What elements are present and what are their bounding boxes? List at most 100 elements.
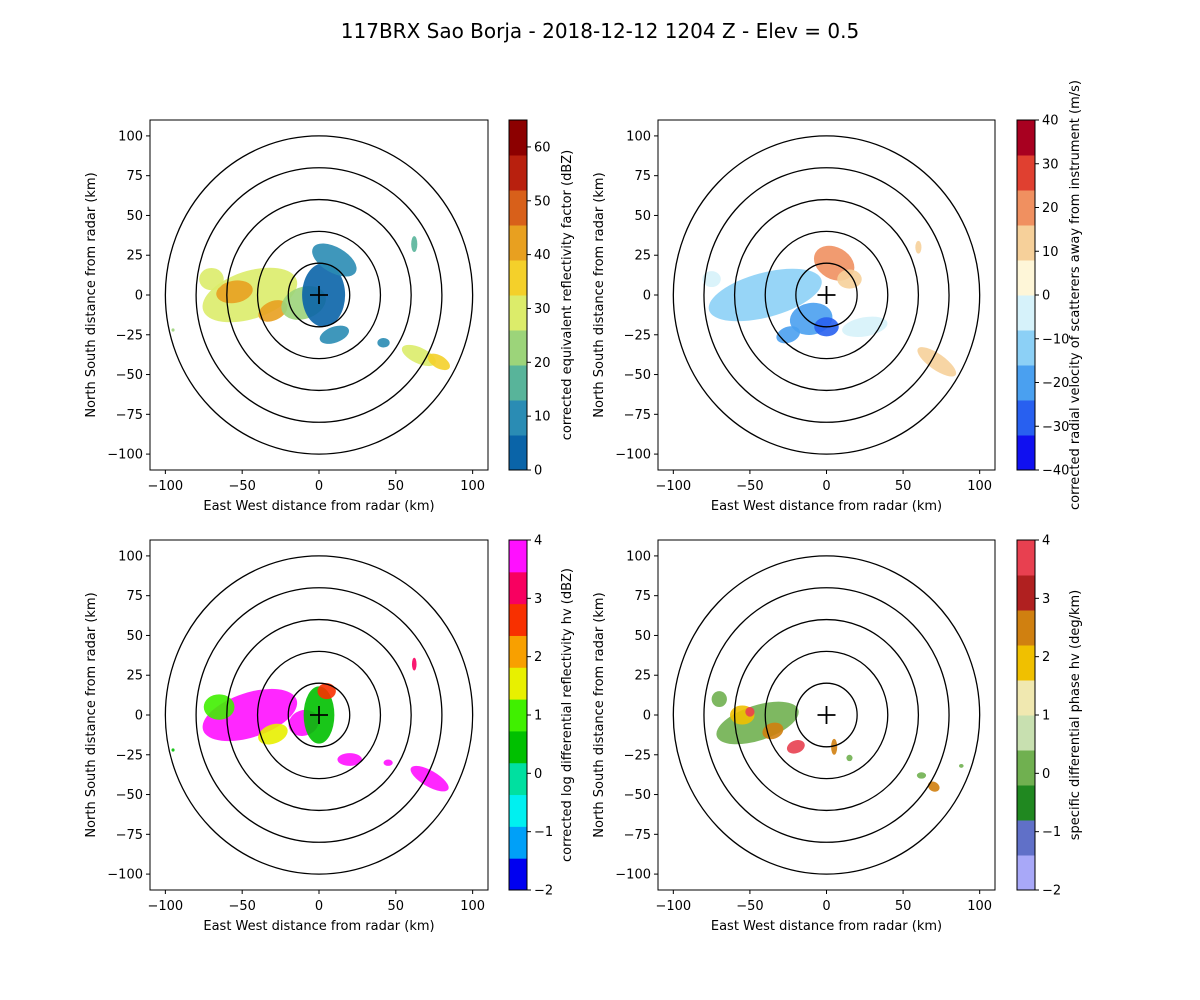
y-tick-label: −75 (116, 408, 143, 423)
colorbar-segment (509, 571, 527, 605)
colorbar-tick-label: 10 (534, 410, 551, 425)
colorbar-segment (1017, 715, 1035, 751)
echo-region (411, 236, 418, 253)
x-tick-label: −50 (228, 899, 255, 914)
echo-region (337, 753, 363, 766)
colorbar-tick-label: 0 (534, 464, 542, 479)
colorbar-segment (509, 826, 527, 859)
y-tick-label: 50 (126, 629, 143, 644)
y-tick-label: 75 (634, 589, 651, 604)
colorbar-tick-label: 20 (1042, 201, 1059, 216)
colorbar-tick-label: 50 (534, 194, 551, 209)
x-tick-label: 0 (822, 899, 830, 914)
plot-area (672, 135, 981, 455)
y-tick-label: 0 (643, 289, 651, 304)
colorbar-segment (1017, 120, 1035, 156)
panel-specific_differential_phase: −100 −50 0 50 100 −100 −75 −50 −25 0 25 50 75 100 East… (592, 534, 1083, 935)
colorbar-segment (1017, 680, 1035, 716)
echo-region (171, 748, 175, 752)
x-tick-label: 50 (388, 899, 405, 914)
colorbar-tick-label: 30 (1042, 157, 1059, 172)
echo-region (427, 353, 450, 371)
y-tick-label: 100 (118, 549, 143, 564)
colorbar-tick-label: −2 (1042, 884, 1061, 899)
colorbar-segment (509, 603, 527, 636)
range-ring (703, 167, 950, 423)
range-ring (795, 262, 858, 328)
colorbar-segment (509, 330, 527, 366)
echo-region (319, 325, 350, 344)
y-tick-label: −100 (615, 868, 651, 883)
y-tick-label: −75 (116, 828, 143, 843)
range-ring (672, 555, 981, 875)
echo-region (786, 740, 805, 754)
echo-region (216, 280, 253, 304)
colorbar-tick-label: 4 (534, 534, 542, 549)
colorbar-tick-label: −20 (1042, 376, 1069, 391)
x-tick-label: 50 (895, 479, 912, 494)
colorbar-segment (509, 400, 527, 436)
echo-region (915, 240, 922, 254)
colorbar-tick-label: −30 (1042, 420, 1069, 435)
y-tick-label: −75 (624, 828, 651, 843)
colorbar-segment (509, 858, 527, 891)
range-ring (795, 682, 858, 748)
colorbar-segment (509, 155, 527, 191)
x-axis-label: East West distance from radar (km) (711, 919, 942, 934)
colorbar-segment (1017, 750, 1035, 786)
y-tick-label: 100 (626, 549, 651, 564)
y-tick-label: 25 (634, 669, 651, 684)
y-tick-label: 50 (126, 209, 143, 224)
y-tick-label: 50 (634, 209, 651, 224)
colorbar-segment (1017, 645, 1035, 681)
colorbar-segment (1017, 155, 1035, 191)
panel-differential_reflectivity: −100 −50 0 50 100 −100 −75 −50 −25 0 25 50 75 100 East… (84, 534, 575, 935)
x-axis-label: East West distance from radar (km) (203, 499, 434, 514)
x-tick-label: −50 (736, 899, 763, 914)
colorbar-segment (1017, 400, 1035, 436)
y-tick-label: 75 (126, 589, 143, 604)
x-tick-label: 100 (460, 479, 485, 494)
colorbar-segment (1017, 435, 1035, 471)
echo-region (199, 267, 224, 291)
x-tick-label: −100 (655, 479, 691, 494)
colorbar-tick-label: −40 (1042, 464, 1069, 479)
colorbar-tick-label: 20 (534, 356, 551, 371)
y-tick-label: −25 (116, 748, 143, 763)
x-tick-label: 50 (388, 479, 405, 494)
x-tick-label: 0 (822, 479, 830, 494)
echo-region (745, 707, 755, 717)
x-tick-label: 100 (967, 479, 992, 494)
y-tick-label: −50 (116, 788, 143, 803)
echo-region (312, 243, 357, 277)
x-tick-label: −100 (148, 899, 184, 914)
colorbar-segment (1017, 330, 1035, 366)
colorbar-tick-label: 0 (1042, 767, 1050, 782)
colorbar-segment (509, 365, 527, 401)
colorbar-tick-label: 40 (534, 248, 551, 263)
x-axis-label: East West distance from radar (km) (203, 919, 434, 934)
colorbar-segment (509, 120, 527, 156)
echo-region (258, 723, 288, 745)
colorbar-segment (509, 295, 527, 331)
x-tick-label: −100 (655, 899, 691, 914)
echo-region (846, 754, 853, 762)
colorbar-segment (509, 190, 527, 226)
colorbar-segment (1017, 190, 1035, 226)
x-tick-label: −50 (736, 479, 763, 494)
y-tick-label: 0 (135, 289, 143, 304)
range-ring (256, 230, 382, 360)
colorbar-tick-label: 0 (534, 767, 542, 782)
y-tick-label: 0 (135, 709, 143, 724)
plot-area (164, 135, 474, 455)
range-ring (672, 135, 981, 455)
colorbar-segment (1017, 295, 1035, 331)
x-axis-label: East West distance from radar (km) (711, 499, 942, 514)
colorbar-segment (509, 667, 527, 700)
echo-region (702, 271, 721, 288)
range-ring (733, 198, 920, 392)
colorbar-tick-label: 0 (1042, 289, 1050, 304)
y-tick-label: 25 (126, 249, 143, 264)
colorbar-segment (1017, 820, 1035, 856)
